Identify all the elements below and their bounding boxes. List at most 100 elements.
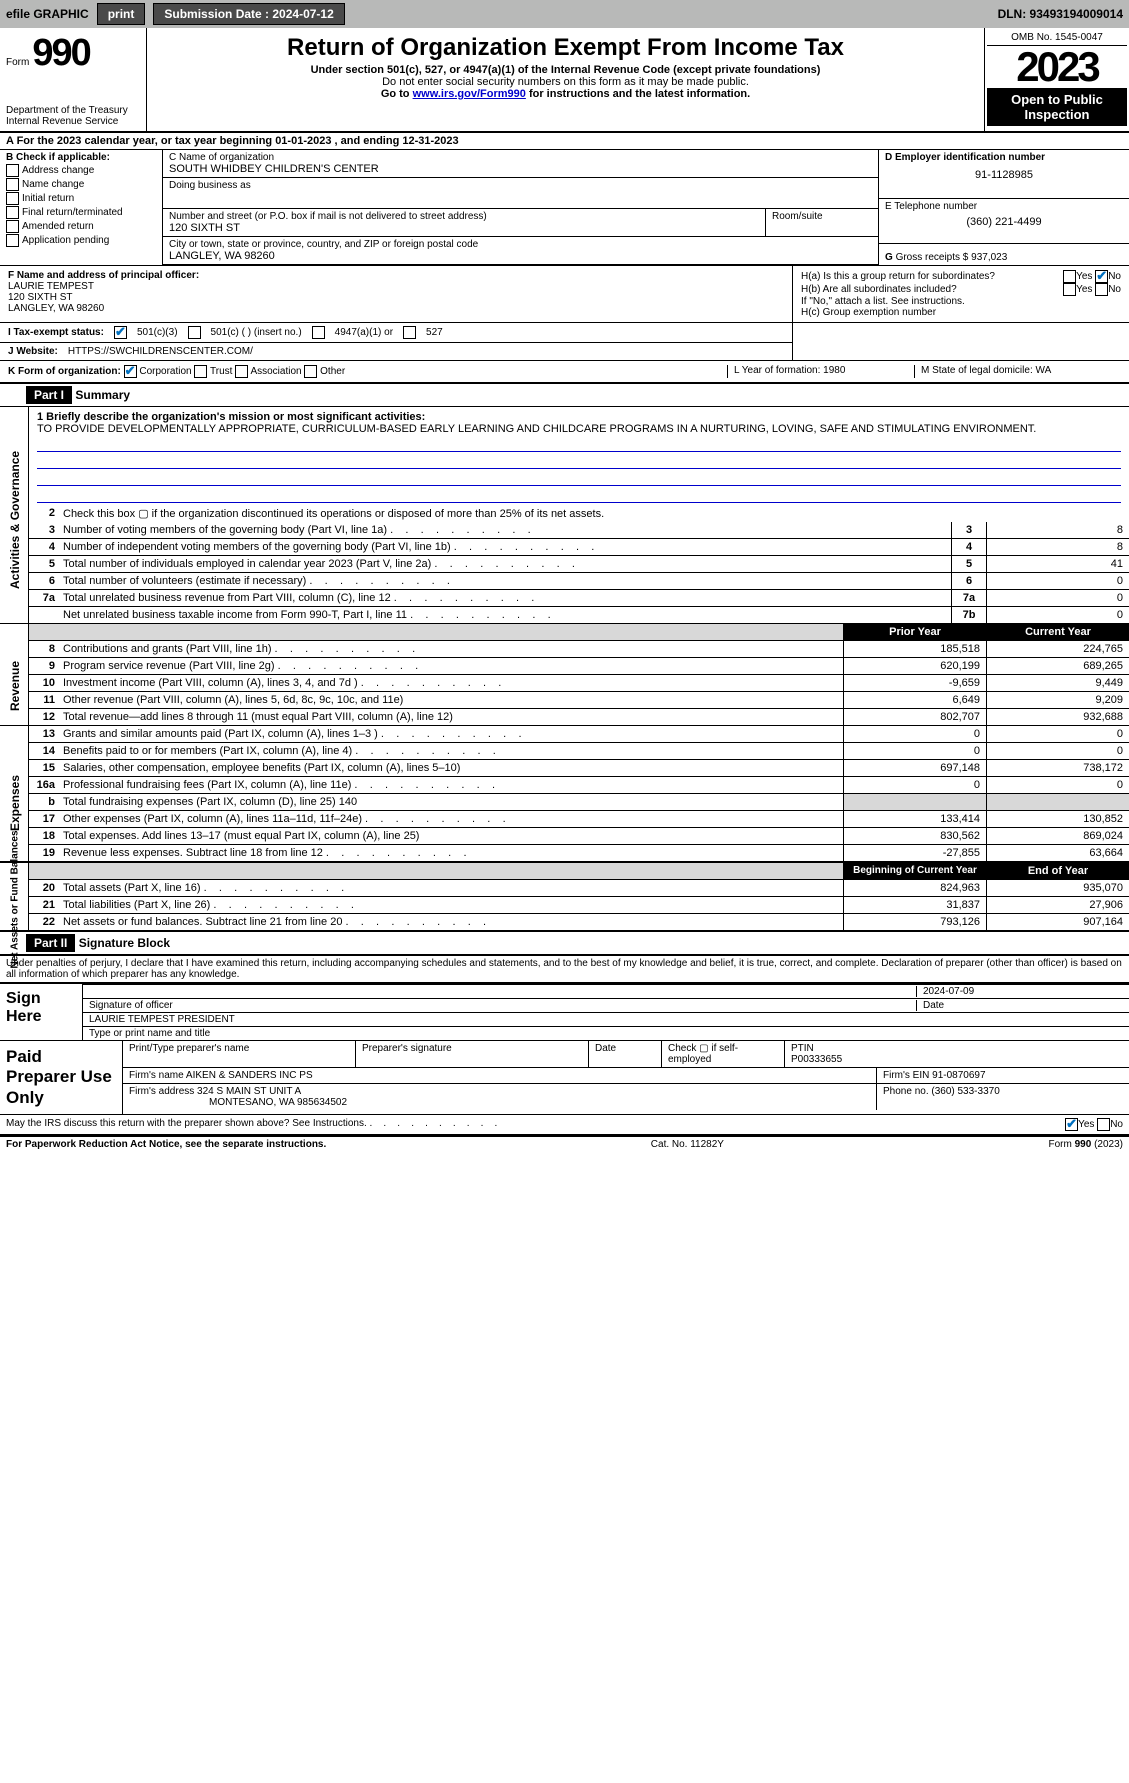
- cb-amended[interactable]: [6, 220, 19, 233]
- principal-officer: F Name and address of principal officer:…: [0, 266, 792, 322]
- p21: 31,837: [843, 897, 986, 913]
- officer-addr2: LANGLEY, WA 98260: [8, 303, 784, 314]
- firm-name: AIKEN & SANDERS INC PS: [186, 1070, 313, 1081]
- phone-label: Phone no.: [883, 1086, 931, 1097]
- cb-discuss-yes[interactable]: [1065, 1118, 1078, 1131]
- form-title: Return of Organization Exempt From Incom…: [151, 34, 980, 62]
- p8: 185,518: [843, 641, 986, 657]
- cb-assoc[interactable]: [235, 365, 248, 378]
- val5: 41: [986, 556, 1129, 572]
- part1-title: Summary: [75, 388, 130, 402]
- cb-4947[interactable]: [312, 326, 325, 339]
- c15: 738,172: [986, 760, 1129, 776]
- blank: [59, 624, 843, 640]
- firm-addr1: 324 S MAIN ST UNIT A: [197, 1086, 301, 1097]
- line12: Total revenue—add lines 8 through 11 (mu…: [59, 709, 843, 725]
- firm-addr2: MONTESANO, WA 985634502: [129, 1097, 347, 1108]
- row-klm: K Form of organization: Corporation Trus…: [0, 360, 1129, 384]
- vtab-governance: Activities & Governance: [0, 407, 29, 623]
- cb-trust[interactable]: [194, 365, 207, 378]
- year-cell: OMB No. 1545-0047 2023 Open to Public In…: [984, 28, 1129, 131]
- opt-501c: 501(c) ( ) (insert no.): [211, 327, 302, 338]
- opt-527: 527: [426, 327, 443, 338]
- instructions-link[interactable]: www.irs.gov/Form990: [413, 88, 526, 100]
- hc-label: H(c) Group exemption number: [801, 307, 1121, 318]
- city-label: City or town, state or province, country…: [169, 239, 872, 250]
- cd-right: D Employer identification number 91-1128…: [878, 150, 1129, 265]
- cb-label: Final return/terminated: [22, 207, 123, 218]
- form-prefix: Form: [6, 57, 29, 68]
- c11: 9,209: [986, 692, 1129, 708]
- row-ij-left: I Tax-exempt status: 501(c)(3) 501(c) ( …: [0, 323, 792, 360]
- yes-label: Yes: [1076, 284, 1092, 295]
- prep-date-label: Date: [589, 1041, 662, 1067]
- cat-no: Cat. No. 11282Y: [651, 1139, 724, 1150]
- line9: Program service revenue (Part VIII, line…: [59, 658, 843, 674]
- revenue-right: Prior YearCurrent Year 8Contributions an…: [29, 624, 1129, 725]
- vtab-label: Net Assets or Fund Balances: [10, 839, 21, 969]
- cb-label: Application pending: [22, 235, 109, 246]
- expenses-right: 13Grants and similar amounts paid (Part …: [29, 726, 1129, 861]
- cb-ha-no[interactable]: [1095, 270, 1108, 283]
- c-name-label: C Name of organization: [169, 152, 872, 163]
- cb-other[interactable]: [304, 365, 317, 378]
- part2-badge: Part II: [26, 934, 75, 952]
- line5: Total number of individuals employed in …: [59, 556, 951, 572]
- cb-label: Name change: [22, 179, 84, 190]
- line15: Salaries, other compensation, employee b…: [59, 760, 843, 776]
- cb-hb-no[interactable]: [1095, 283, 1108, 296]
- firm-ein: 91-0870697: [932, 1070, 985, 1081]
- group-return-box: H(a) Is this a group return for subordin…: [792, 266, 1129, 322]
- yes-label: Yes: [1078, 1119, 1094, 1130]
- subtitle-1: Under section 501(c), 527, or 4947(a)(1)…: [151, 64, 980, 76]
- gross-receipts: Gross receipts $ 937,023: [896, 252, 1008, 263]
- j-label: J Website:: [8, 346, 58, 357]
- cb-ha-yes[interactable]: [1063, 270, 1076, 283]
- cb-527[interactable]: [403, 326, 416, 339]
- line22: Net assets or fund balances. Subtract li…: [59, 914, 843, 930]
- line7a: Total unrelated business revenue from Pa…: [59, 590, 951, 606]
- subtitle-3: Go to www.irs.gov/Form990 for instructio…: [151, 88, 980, 100]
- netassets-right: Beginning of Current YearEnd of Year 20T…: [29, 863, 1129, 930]
- c20: 935,070: [986, 880, 1129, 896]
- firm-name-label: Firm's name: [129, 1070, 186, 1081]
- dba-box: Doing business as: [163, 178, 878, 209]
- firm-phone-cell: Phone no. (360) 533-3370: [877, 1084, 1129, 1110]
- cb-address-change[interactable]: [6, 164, 19, 177]
- c13: 0: [986, 726, 1129, 742]
- ein-box: D Employer identification number 91-1128…: [879, 150, 1129, 199]
- website-row: J Website: HTTPS://SWCHILDRENSCENTER.COM…: [0, 343, 792, 360]
- cb-initial-return[interactable]: [6, 192, 19, 205]
- irs-discuss-row: May the IRS discuss this return with the…: [0, 1114, 1129, 1136]
- print-button[interactable]: print: [97, 3, 146, 25]
- cb-name-change[interactable]: [6, 178, 19, 191]
- city-val: LANGLEY, WA 98260: [169, 250, 872, 262]
- firm-addr-label: Firm's address: [129, 1086, 197, 1097]
- officer-typed-name: LAURIE TEMPEST PRESIDENT: [89, 1014, 235, 1025]
- governance-right: 1 Briefly describe the organization's mi…: [29, 407, 1129, 623]
- submission-date: Submission Date : 2024-07-12: [153, 3, 344, 25]
- cb-discuss-no[interactable]: [1097, 1118, 1110, 1131]
- p16b: [843, 794, 986, 810]
- ptin-val: P00333655: [791, 1054, 1123, 1065]
- cb-501c3[interactable]: [114, 326, 127, 339]
- line16b: Total fundraising expenses (Part IX, col…: [59, 794, 843, 810]
- line16a: Professional fundraising fees (Part IX, …: [59, 777, 843, 793]
- revenue-block: Revenue Prior YearCurrent Year 8Contribu…: [0, 624, 1129, 725]
- d-label: D Employer identification number: [885, 152, 1123, 163]
- cb-501c[interactable]: [188, 326, 201, 339]
- form-footer: Form 990 (2023): [1049, 1139, 1123, 1150]
- form-number: 990: [32, 32, 89, 74]
- val7a: 0: [986, 590, 1129, 606]
- line4: Number of independent voting members of …: [59, 539, 951, 555]
- mission-rule: [37, 488, 1121, 503]
- cb-application-pending[interactable]: [6, 234, 19, 247]
- tax-year: 2023: [987, 46, 1127, 88]
- addr-label: Number and street (or P.O. box if mail i…: [169, 211, 759, 222]
- cb-hb-yes[interactable]: [1063, 283, 1076, 296]
- end-year-hdr: End of Year: [986, 863, 1129, 879]
- preparer-right: Print/Type preparer's name Preparer's si…: [123, 1041, 1129, 1114]
- netassets-block: Net Assets or Fund Balances Beginning of…: [0, 862, 1129, 932]
- cb-corp[interactable]: [124, 365, 137, 378]
- cb-final-return[interactable]: [6, 206, 19, 219]
